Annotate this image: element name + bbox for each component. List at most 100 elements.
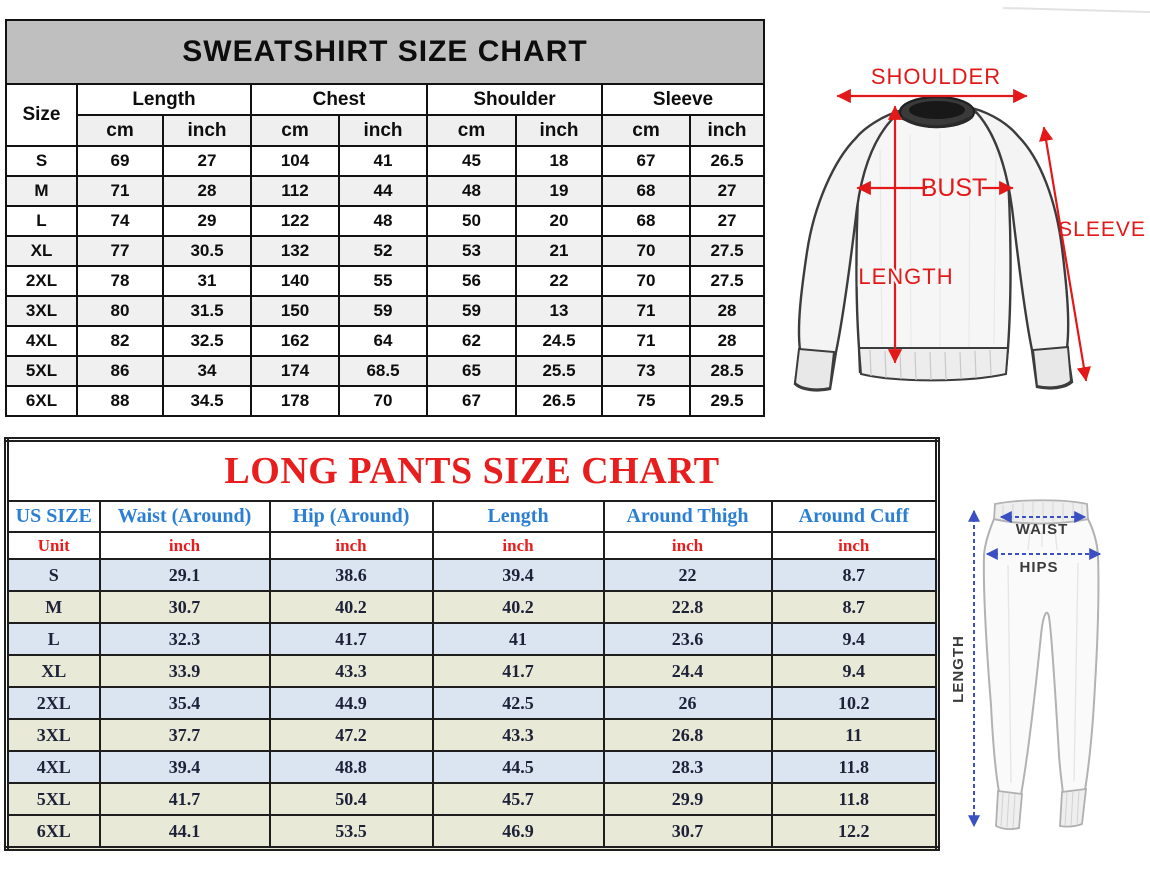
value-cell: 20	[515, 205, 603, 237]
fabric-texture	[879, 132, 997, 350]
sleeve-label: SLEEVE	[1058, 218, 1146, 241]
value-cell: 62	[426, 325, 517, 357]
value-cell: 75	[601, 385, 691, 417]
value-cell: 29.5	[688, 385, 766, 417]
value-cell: 174	[250, 355, 340, 387]
value-cell: 30.5	[162, 235, 252, 267]
bust-label: BUST	[921, 174, 988, 202]
value-cell: 65	[426, 355, 517, 387]
value-cell: 42.5	[431, 686, 605, 720]
pants-length-label: LENGTH	[950, 635, 967, 703]
size-cell: 4XL	[5, 750, 101, 784]
sweatshirt-diagram: SHOULDER LENGTH BUST SLEEVE	[793, 64, 1146, 392]
value-cell: 22	[602, 558, 773, 592]
table-row-M: M 71 28 112 44 48 19 68 27	[5, 175, 766, 207]
value-cell: 78	[76, 265, 164, 297]
hip-header: Hip (Around)	[268, 500, 434, 533]
length-label: LENGTH	[858, 264, 953, 289]
size-cell: 6XL	[5, 814, 101, 850]
value-cell: 11.8	[770, 782, 939, 816]
value-cell: 70	[601, 235, 691, 267]
value-cell: 45.7	[431, 782, 605, 816]
value-cell: 44.1	[98, 814, 271, 850]
value-cell: 150	[250, 295, 340, 327]
size-cell: M	[5, 175, 78, 207]
length-header: Length	[431, 500, 605, 533]
value-cell: 37.7	[98, 718, 271, 752]
unit-header: cm	[601, 114, 691, 147]
value-cell: 27	[688, 205, 766, 237]
value-cell: 26.5	[688, 145, 766, 177]
value-cell: 30.7	[98, 590, 271, 624]
value-cell: 35.4	[98, 686, 271, 720]
hem-band	[857, 347, 1010, 382]
value-cell: 19	[515, 175, 603, 207]
value-cell: 41.7	[98, 782, 271, 816]
value-cell: 44.9	[268, 686, 434, 720]
value-cell: 122	[250, 205, 340, 237]
size-cell: 4XL	[5, 325, 78, 357]
size-cell: 5XL	[5, 782, 101, 816]
table-row-4XL: 4XL 39.4 48.8 44.5 28.3 11.8	[5, 750, 939, 784]
value-cell: 34.5	[162, 385, 252, 417]
size-column-header: Size	[5, 83, 78, 147]
value-cell: 9.4	[770, 654, 939, 688]
long-pants-size-table: LONG PANTS SIZE CHART US SIZE Waist (Aro…	[4, 437, 941, 851]
value-cell: 70	[338, 385, 428, 417]
table-row-M: M 30.7 40.2 40.2 22.8 8.7	[5, 590, 939, 624]
us-size-header: US SIZE	[5, 500, 101, 533]
value-cell: 55	[338, 265, 428, 297]
value-cell: 33.9	[98, 654, 271, 688]
table-row-6XL: 6XL 44.1 53.5 46.9 30.7 12.2	[5, 814, 939, 850]
table-row-5XL: 5XL 86 34 174 68.5 65 25.5 73 28.5	[5, 355, 766, 387]
table-row-3XL: 3XL 37.7 47.2 43.3 26.8 11	[5, 718, 939, 752]
value-cell: 44.5	[431, 750, 605, 784]
value-cell: 18	[515, 145, 603, 177]
value-cell: 53	[426, 235, 517, 267]
value-cell: 69	[76, 145, 164, 177]
value-cell: 45	[426, 145, 517, 177]
value-cell: 68.5	[338, 355, 428, 387]
table-row-L: L 32.3 41.7 41 23.6 9.4	[5, 622, 939, 656]
value-cell: 31	[162, 265, 252, 297]
value-cell: 43.3	[431, 718, 605, 752]
value-cell: 32.3	[98, 622, 271, 656]
value-cell: 140	[250, 265, 340, 297]
table-row-XL: XL 77 30.5 132 52 53 21 70 27.5	[5, 235, 766, 267]
size-cell: XL	[5, 654, 101, 688]
waist-header: Waist (Around)	[98, 500, 271, 533]
value-cell: 41	[431, 622, 605, 656]
unit-cell: inch	[431, 531, 605, 560]
value-cell: 41.7	[431, 654, 605, 688]
value-cell: 25.5	[515, 355, 603, 387]
value-cell: 24.4	[602, 654, 773, 688]
hips-label: HIPS	[1019, 559, 1058, 576]
size-cell: L	[5, 205, 78, 237]
value-cell: 86	[76, 355, 164, 387]
size-cell: S	[5, 145, 78, 177]
waist-label: WAIST	[1016, 521, 1069, 538]
value-cell: 30.7	[602, 814, 773, 850]
value-cell: 27	[162, 145, 252, 177]
value-cell: 13	[515, 295, 603, 327]
right-cuff	[1031, 345, 1073, 389]
sweatshirt-measurements: SHOULDER LENGTH BUST SLEEVE	[836, 64, 1146, 382]
value-cell: 26.8	[602, 718, 773, 752]
value-cell: 28.3	[602, 750, 773, 784]
size-cell: L	[5, 622, 101, 656]
value-cell: 23.6	[602, 622, 773, 656]
value-cell: 10.2	[770, 686, 939, 720]
value-cell: 74	[76, 205, 164, 237]
size-cell: 3XL	[5, 295, 78, 327]
value-cell: 29.1	[98, 558, 271, 592]
value-cell: 41	[338, 145, 428, 177]
table-row-2XL: 2XL 78 31 140 55 56 22 70 27.5	[5, 265, 766, 297]
size-cell: XL	[5, 235, 78, 267]
value-cell: 50.4	[268, 782, 434, 816]
shoulder-group-header: Shoulder	[426, 83, 603, 116]
value-cell: 27.5	[688, 235, 766, 267]
value-cell: 71	[601, 295, 691, 327]
value-cell: 22	[515, 265, 603, 297]
size-cell: 2XL	[5, 686, 101, 720]
value-cell: 22.8	[602, 590, 773, 624]
